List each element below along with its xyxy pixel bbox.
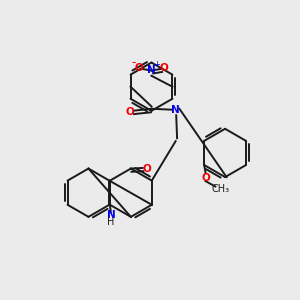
Text: N: N xyxy=(107,210,116,220)
Text: O: O xyxy=(126,107,135,117)
Text: CH₃: CH₃ xyxy=(211,184,230,194)
Text: O: O xyxy=(160,63,168,73)
Text: O: O xyxy=(135,63,143,73)
Text: H: H xyxy=(107,218,115,227)
Text: O: O xyxy=(201,173,210,183)
Text: O: O xyxy=(143,164,152,173)
Text: +: + xyxy=(153,59,160,68)
Text: N: N xyxy=(171,105,180,115)
Text: -: - xyxy=(132,56,136,69)
Text: N: N xyxy=(147,65,156,76)
